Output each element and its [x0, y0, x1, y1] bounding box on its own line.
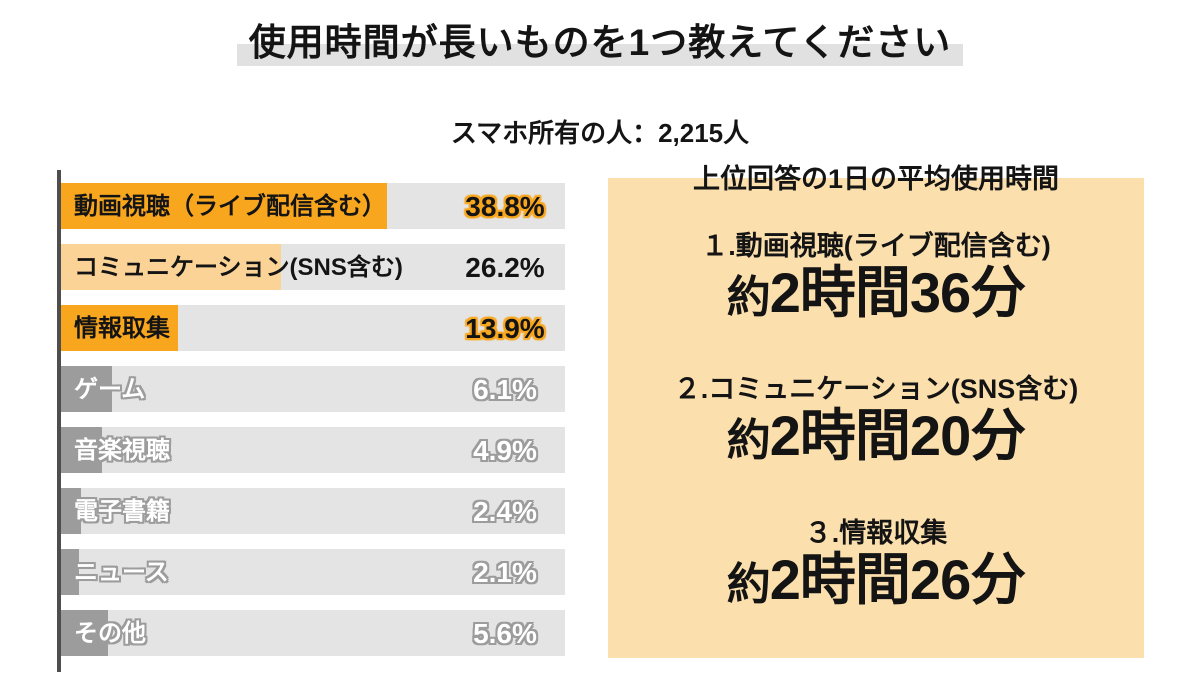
bar-value-label: 13.9% [465, 313, 545, 344]
bar-category-label: 音楽視聴 [74, 437, 170, 464]
summary-item-rank-label: ２.コミュニケーション(SNS含む) [673, 374, 1079, 405]
bar-category-label: その他 [74, 620, 146, 647]
bar-row: ニュース 2.1% [61, 549, 565, 595]
summary-item-rank-label: １.動画視聴(ライブ配信含む) [701, 231, 1051, 261]
summary-item-time: 約2時間26分 [726, 547, 1026, 611]
summary-item-time: 約2時間36分 [701, 261, 1050, 324]
bar-category-label: 電子書籍 [74, 498, 170, 525]
bar-track [61, 610, 565, 656]
summary-panel: 上位回答の1日の平均使用時間 １.動画視聴(ライブ配信含む) 約2時間36分 ２.コ… [608, 164, 1144, 658]
bar-fill [61, 549, 79, 595]
bar-row: 動画視聴（ライブ配信含む） 38.8% [61, 183, 565, 229]
time-value: 2時間20分 [769, 404, 1026, 468]
bar-category-label: 動画視聴（ライブ配信含む） [74, 193, 386, 220]
time-value: 2時間26分 [769, 547, 1026, 611]
summary-item: ２.コミュニケーション(SNS含む) 約2時間20分 [674, 367, 1078, 466]
bar-row: 情報取集 13.9% [61, 305, 565, 351]
bar-track [61, 427, 565, 473]
usage-bar-chart: 動画視聴（ライブ配信含む） 38.8% コミュニケーション(SNS含む) 26.2% 情… [57, 170, 572, 672]
bar-value-label: 6.1% [473, 374, 537, 405]
bar-category-label: コミュニケーション(SNS含む) [74, 254, 403, 281]
bar-category-label: ニュース [74, 559, 169, 586]
bar-track [61, 366, 565, 412]
summary-panel-title: 上位回答の1日の平均使用時間 [692, 164, 1059, 194]
bar-value-label: 4.9% [473, 435, 537, 466]
bar-value-label: 2.1% [473, 557, 537, 588]
bar-fill [61, 183, 387, 229]
time-approx-prefix: 約 [726, 416, 771, 466]
bar-category-label: ゲーム [74, 376, 146, 403]
summary-item-time: 約2時間20分 [674, 406, 1078, 466]
time-approx-prefix: 約 [726, 559, 771, 609]
bar-fill [61, 427, 103, 473]
bar-row: その他 5.6% [61, 610, 565, 656]
summary-item: ３.情報収集 約2時間26分 [726, 511, 1026, 611]
bar-track [61, 488, 565, 534]
bar-value-label: 38.8% [465, 191, 545, 222]
chart-axis-line [57, 170, 61, 672]
time-approx-prefix: 約 [726, 273, 771, 322]
bar-category-label: 情報取集 [74, 315, 170, 342]
bar-fill [61, 488, 82, 534]
time-value: 2時間36分 [769, 261, 1026, 324]
bar-fill [61, 610, 109, 656]
bar-value-label: 2.4% [473, 496, 537, 527]
bar-row: コミュニケーション(SNS含む) 26.2% [61, 244, 565, 290]
bar-fill [61, 366, 113, 412]
bar-row: ゲーム 6.1% [61, 366, 565, 412]
bar-value-label: 5.6% [473, 618, 537, 649]
title-highlight-band [237, 44, 963, 66]
bar-track [61, 549, 565, 595]
summary-item-rank-label: ３.情報収集 [804, 517, 948, 548]
bar-value-label: 26.2% [465, 252, 545, 283]
summary-item: １.動画視聴(ライブ配信含む) 約2時間36分 [701, 224, 1050, 323]
bar-row: 音楽視聴 4.9% [61, 427, 565, 473]
bar-rows-container: 動画視聴（ライブ配信含む） 38.8% コミュニケーション(SNS含む) 26.2% 情… [61, 183, 565, 671]
page-title: 使用時間が長いものを1つ教えてください [248, 22, 952, 63]
summary-items-container: １.動画視聴(ライブ配信含む) 約2時間36分 ２.コミュニケーション(SNS含む)… [608, 224, 1144, 610]
bar-fill [61, 244, 282, 290]
bar-row: 電子書籍 2.4% [61, 488, 565, 534]
survey-count-subtitle: スマホ所有の人：2,215人 [450, 118, 750, 148]
bar-fill [61, 305, 178, 351]
